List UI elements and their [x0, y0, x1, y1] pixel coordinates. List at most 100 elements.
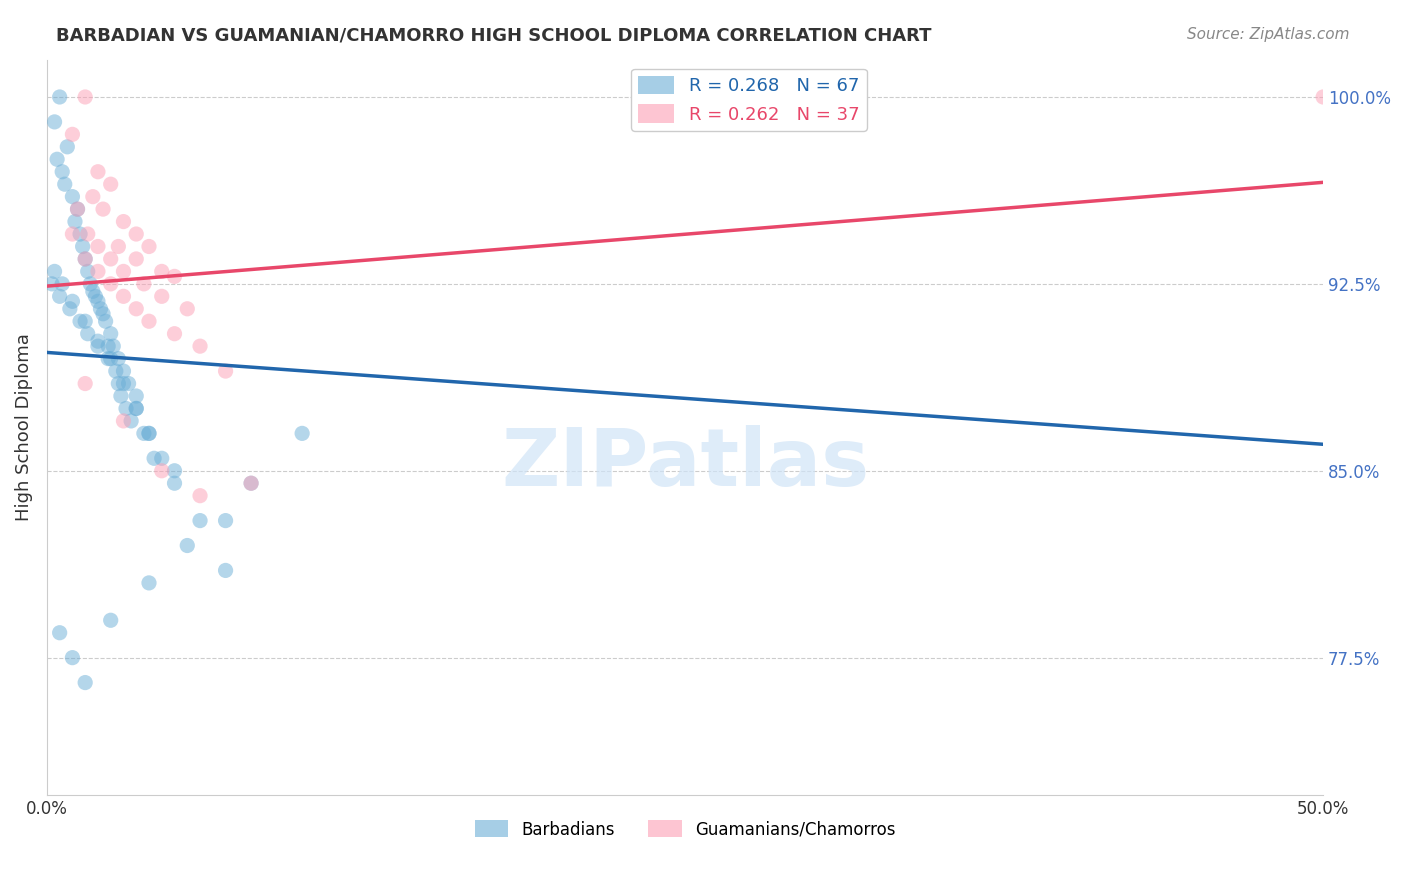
Point: [150, 289, 173, 303]
Point: [125, 389, 148, 403]
Point: [188, 514, 211, 528]
Point: [62, 128, 84, 142]
Point: [125, 252, 148, 266]
Point: [188, 339, 211, 353]
Point: [44, 115, 66, 129]
Point: [188, 489, 211, 503]
Point: [117, 376, 139, 391]
Point: [48, 625, 70, 640]
Point: [112, 364, 135, 378]
Point: [97, 339, 120, 353]
Point: [112, 376, 135, 391]
Point: [104, 364, 127, 378]
Legend: Barbadians, Guamanians/Chamorros: Barbadians, Guamanians/Chamorros: [468, 814, 903, 846]
Point: [75, 376, 97, 391]
Point: [97, 351, 120, 366]
Point: [150, 451, 173, 466]
Point: [75, 90, 97, 104]
Point: [1312, 90, 1334, 104]
Point: [75, 675, 97, 690]
Point: [138, 239, 160, 253]
Point: [51, 277, 73, 291]
Point: [100, 351, 122, 366]
Point: [87, 264, 110, 278]
Point: [125, 227, 148, 241]
Point: [138, 426, 160, 441]
Point: [48, 289, 70, 303]
Point: [62, 650, 84, 665]
Point: [240, 476, 263, 491]
Point: [176, 301, 198, 316]
Point: [75, 252, 97, 266]
Point: [91, 307, 114, 321]
Point: [138, 314, 160, 328]
Point: [75, 252, 97, 266]
Point: [214, 564, 236, 578]
Point: [138, 426, 160, 441]
Point: [76, 326, 98, 341]
Point: [100, 252, 122, 266]
Point: [87, 334, 110, 348]
Point: [66, 202, 89, 216]
Point: [100, 177, 122, 191]
Point: [62, 189, 84, 203]
Point: [291, 426, 314, 441]
Point: [48, 90, 70, 104]
Point: [100, 277, 122, 291]
Point: [79, 277, 101, 291]
Text: Source: ZipAtlas.com: Source: ZipAtlas.com: [1187, 27, 1350, 42]
Point: [801, 78, 824, 92]
Point: [76, 264, 98, 278]
Point: [89, 301, 111, 316]
Point: [132, 277, 155, 291]
Point: [132, 426, 155, 441]
Point: [112, 414, 135, 428]
Point: [100, 326, 122, 341]
Point: [163, 269, 186, 284]
Point: [150, 264, 173, 278]
Point: [53, 177, 76, 191]
Point: [91, 202, 114, 216]
Point: [125, 401, 148, 416]
Point: [75, 314, 97, 328]
Point: [214, 364, 236, 378]
Point: [115, 401, 138, 416]
Point: [66, 202, 89, 216]
Point: [112, 289, 135, 303]
Point: [46, 153, 69, 167]
Point: [163, 326, 186, 341]
Point: [87, 339, 110, 353]
Text: BARBADIAN VS GUAMANIAN/CHAMORRO HIGH SCHOOL DIPLOMA CORRELATION CHART: BARBADIAN VS GUAMANIAN/CHAMORRO HIGH SCH…: [56, 27, 932, 45]
Point: [72, 239, 94, 253]
Point: [62, 294, 84, 309]
Point: [107, 376, 129, 391]
Point: [107, 351, 129, 366]
Point: [110, 389, 132, 403]
Point: [51, 165, 73, 179]
Point: [76, 227, 98, 241]
Point: [163, 476, 186, 491]
Point: [84, 289, 107, 303]
Point: [112, 214, 135, 228]
Text: ZIPatlas: ZIPatlas: [501, 425, 869, 503]
Point: [82, 285, 104, 299]
Point: [138, 575, 160, 590]
Point: [103, 339, 125, 353]
Point: [176, 539, 198, 553]
Point: [107, 239, 129, 253]
Point: [87, 165, 110, 179]
Point: [44, 264, 66, 278]
Point: [41, 277, 63, 291]
Point: [214, 514, 236, 528]
Point: [56, 140, 79, 154]
Point: [69, 227, 91, 241]
Point: [120, 414, 142, 428]
Point: [82, 189, 104, 203]
Point: [112, 264, 135, 278]
Point: [163, 464, 186, 478]
Point: [125, 301, 148, 316]
Point: [100, 613, 122, 627]
Point: [143, 451, 166, 466]
Point: [87, 294, 110, 309]
Point: [125, 401, 148, 416]
